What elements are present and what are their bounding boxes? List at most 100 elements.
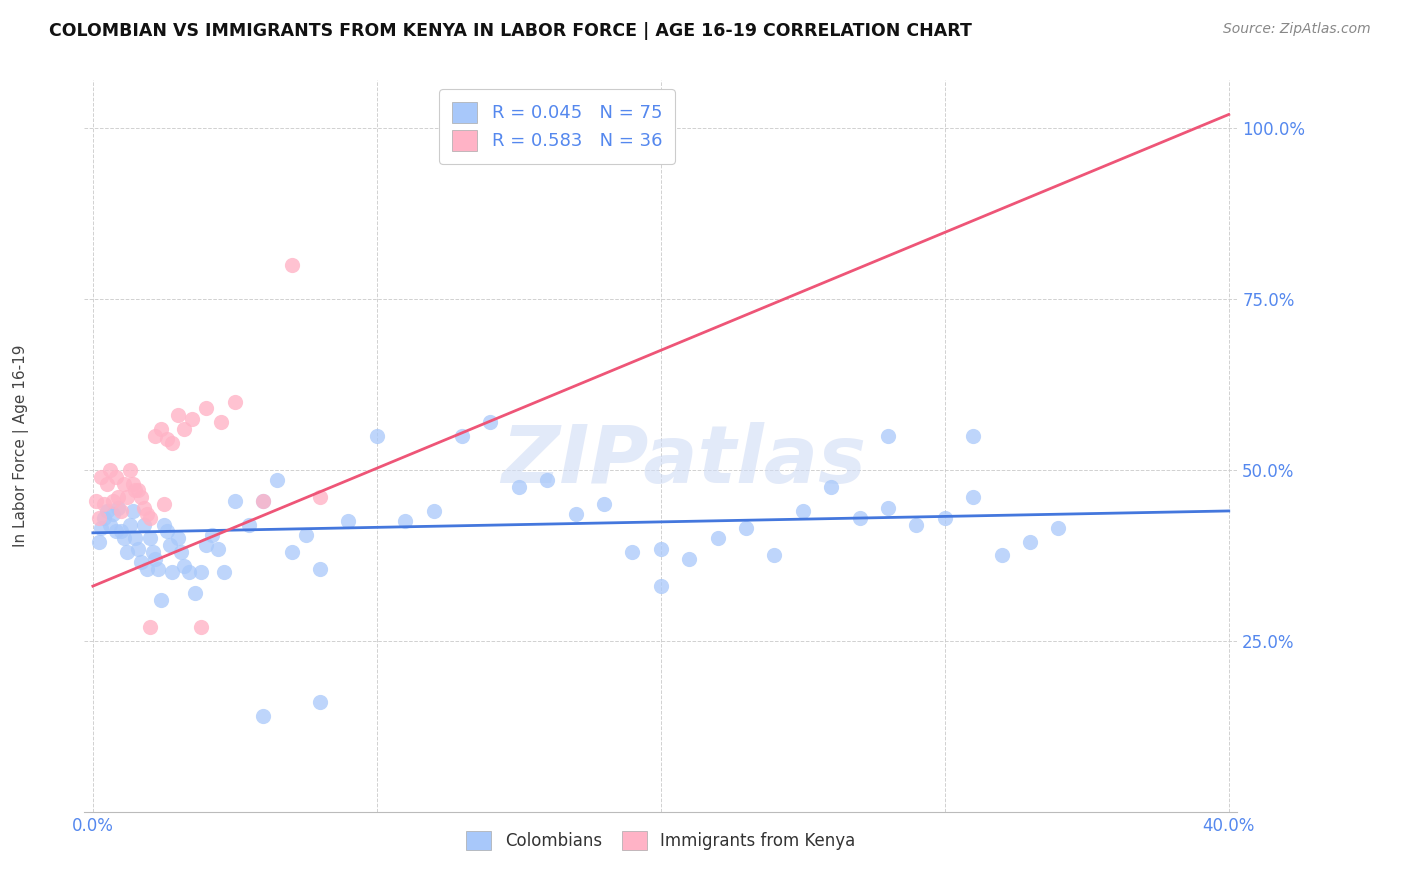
Legend: Colombians, Immigrants from Kenya: Colombians, Immigrants from Kenya: [458, 822, 863, 858]
Point: [141, 545, 163, 559]
Point: [124, 483, 146, 498]
Point: [124, 531, 146, 545]
Point: [280, 258, 302, 272]
Point: [877, 500, 900, 515]
Point: [1019, 534, 1042, 549]
Point: [179, 566, 201, 580]
Point: [934, 510, 956, 524]
Text: In Labor Force | Age 16-19: In Labor Force | Age 16-19: [13, 344, 30, 548]
Point: [224, 394, 246, 409]
Point: [309, 490, 332, 504]
Point: [848, 510, 870, 524]
Point: [110, 524, 132, 539]
Point: [143, 551, 166, 566]
Point: [735, 521, 758, 535]
Point: [962, 429, 984, 443]
Point: [96, 476, 118, 491]
Point: [129, 490, 152, 504]
Point: [621, 545, 644, 559]
Point: [650, 579, 672, 593]
Point: [167, 531, 190, 545]
Point: [209, 415, 232, 429]
Point: [93, 497, 115, 511]
Point: [990, 549, 1012, 563]
Point: [132, 517, 155, 532]
Point: [905, 517, 928, 532]
Point: [138, 510, 160, 524]
Point: [121, 476, 143, 491]
Point: [337, 514, 360, 528]
Point: [110, 504, 132, 518]
Point: [156, 432, 179, 446]
Point: [118, 463, 141, 477]
Point: [366, 429, 388, 443]
Point: [138, 620, 160, 634]
Point: [138, 531, 160, 545]
Point: [98, 517, 121, 532]
Point: [252, 493, 274, 508]
Point: [167, 409, 190, 423]
Point: [107, 490, 129, 504]
Point: [129, 555, 152, 569]
Point: [201, 528, 224, 542]
Point: [98, 463, 121, 477]
Point: [706, 531, 728, 545]
Point: [115, 490, 138, 504]
Point: [207, 541, 229, 556]
Point: [536, 473, 558, 487]
Point: [104, 469, 127, 483]
Point: [820, 480, 842, 494]
Point: [564, 508, 586, 522]
Point: [90, 469, 112, 483]
Point: [159, 538, 181, 552]
Point: [1047, 521, 1070, 535]
Point: [104, 524, 127, 539]
Point: [650, 541, 672, 556]
Point: [148, 562, 170, 576]
Point: [115, 545, 138, 559]
Point: [153, 517, 176, 532]
Point: [190, 620, 212, 634]
Point: [153, 497, 176, 511]
Point: [195, 538, 218, 552]
Point: [135, 562, 157, 576]
Point: [112, 531, 135, 545]
Point: [962, 490, 984, 504]
Point: [127, 541, 149, 556]
Point: [90, 521, 112, 535]
Point: [150, 422, 173, 436]
Point: [118, 517, 141, 532]
Point: [266, 473, 288, 487]
Point: [96, 504, 118, 518]
Point: [451, 429, 474, 443]
Point: [162, 566, 184, 580]
Point: [156, 524, 179, 539]
Point: [195, 401, 218, 416]
Point: [295, 528, 318, 542]
Point: [678, 551, 700, 566]
Point: [127, 483, 149, 498]
Point: [224, 493, 246, 508]
Point: [121, 504, 143, 518]
Point: [394, 514, 416, 528]
Point: [101, 508, 124, 522]
Point: [107, 500, 129, 515]
Point: [184, 586, 207, 600]
Point: [252, 493, 274, 508]
Point: [150, 592, 173, 607]
Point: [190, 566, 212, 580]
Point: [422, 504, 444, 518]
Point: [132, 500, 155, 515]
Point: [593, 497, 616, 511]
Point: [252, 709, 274, 723]
Text: COLOMBIAN VS IMMIGRANTS FROM KENYA IN LABOR FORCE | AGE 16-19 CORRELATION CHART: COLOMBIAN VS IMMIGRANTS FROM KENYA IN LA…: [49, 22, 972, 40]
Point: [173, 422, 195, 436]
Point: [101, 493, 124, 508]
Text: Source: ZipAtlas.com: Source: ZipAtlas.com: [1223, 22, 1371, 37]
Point: [309, 562, 332, 576]
Point: [84, 493, 107, 508]
Point: [238, 517, 260, 532]
Point: [93, 510, 115, 524]
Point: [479, 415, 502, 429]
Point: [135, 508, 157, 522]
